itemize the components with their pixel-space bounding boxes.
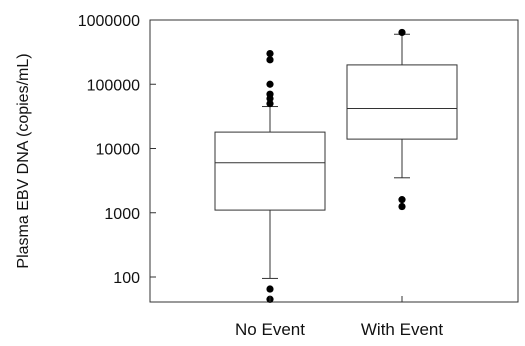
outlier-point xyxy=(398,196,406,204)
iqr-box xyxy=(346,64,458,140)
outlier-point xyxy=(266,80,274,88)
y-tick-label: 100 xyxy=(113,270,140,287)
outlier-point xyxy=(266,99,274,108)
y-axis: 100 1000 10000 100000 1000000 xyxy=(78,13,156,287)
y-tick-label: 1000 xyxy=(104,206,140,223)
outlier-point xyxy=(266,56,274,64)
y-tick-label: 10000 xyxy=(96,142,141,159)
category-label: No Event xyxy=(235,320,305,339)
outlier-point xyxy=(266,94,274,103)
category-label: With Event xyxy=(361,320,443,339)
y-axis-title: Plasma EBV DNA (copies/mL) xyxy=(15,53,32,268)
iqr-box xyxy=(214,131,326,211)
outlier-point xyxy=(266,285,274,293)
y-tick-label: 1000000 xyxy=(78,13,140,30)
outlier-point xyxy=(398,28,406,37)
outlier-point xyxy=(398,202,406,211)
box-group xyxy=(214,49,326,303)
y-tick-label: 100000 xyxy=(87,77,140,94)
boxes xyxy=(214,28,458,303)
box-group xyxy=(346,28,458,211)
x-axis: No Event With Event xyxy=(235,296,443,339)
outlier-point xyxy=(266,49,274,58)
plot-frame xyxy=(149,19,519,303)
